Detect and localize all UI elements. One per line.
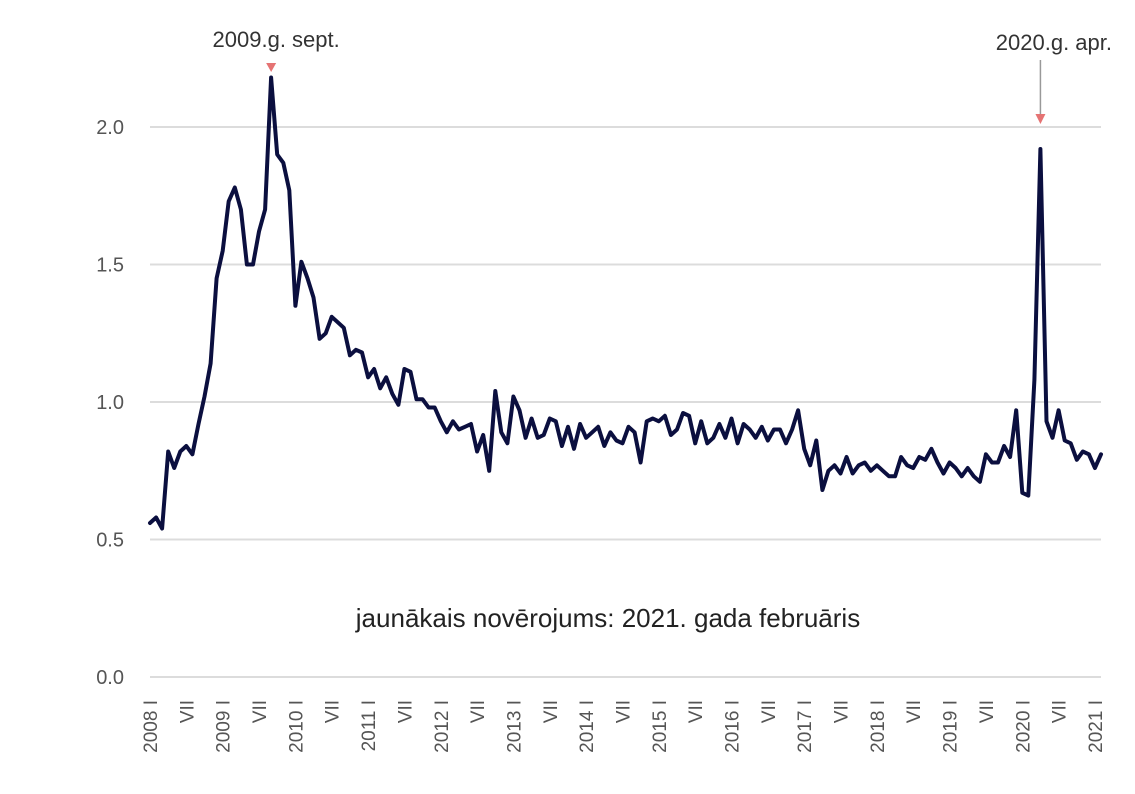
annotation-arrow — [1035, 114, 1046, 124]
x-tick-label: 2008 I — [141, 700, 162, 753]
x-tick-label: 2010 I — [286, 700, 307, 753]
series-layer — [148, 75, 1103, 531]
annotations: 2009.g. sept. 2020.g. apr. — [213, 27, 1112, 124]
x-tick-label: 2012 I — [432, 700, 453, 753]
grid-lines — [150, 126, 1101, 678]
x-tick-label: 2017 I — [795, 700, 816, 753]
x-tick-label: VII — [1050, 700, 1071, 723]
x-tick-label: VII — [468, 700, 489, 723]
x-axis-ticks: 2008 I VII 2009 I VII 2010 I VII 2011 I VII 2012… — [141, 700, 1107, 753]
y-tick-label: 0.0 — [96, 667, 124, 689]
x-tick-label: 2013 I — [504, 700, 525, 753]
x-tick-label: VII — [904, 700, 925, 723]
x-tick-label: 2020 I — [1013, 700, 1034, 753]
x-tick-label: VII — [977, 700, 998, 723]
x-tick-label: 2011 I — [359, 700, 380, 751]
x-tick-label: 2015 I — [650, 700, 671, 753]
annotation-arrow — [266, 63, 277, 72]
x-tick-label: VII — [541, 700, 562, 723]
x-tick-label: VII — [613, 700, 634, 723]
y-tick-label: 1.5 — [96, 255, 124, 277]
x-tick-label: 2009 I — [214, 700, 235, 753]
series-line — [148, 75, 1103, 531]
x-tick-label: 2019 I — [941, 700, 962, 753]
x-tick-label: VII — [832, 700, 853, 723]
x-tick-label: VII — [395, 700, 416, 723]
x-tick-label: VII — [323, 700, 344, 723]
x-tick-label: 2016 I — [723, 700, 744, 753]
x-tick-label: 2021 I — [1086, 700, 1107, 753]
y-tick-label: 2.0 — [96, 117, 124, 139]
y-tick-label: 1.0 — [96, 392, 124, 414]
y-axis-ticks: 0.0 0.5 1.0 1.5 2.0 — [96, 117, 124, 689]
x-tick-label: VII — [686, 700, 707, 723]
latest-observation-note: jaunākais novērojums: 2021. gada februār… — [355, 603, 860, 633]
x-tick-label: VII — [759, 700, 780, 723]
x-tick-label: 2014 I — [577, 700, 598, 753]
y-tick-label: 0.5 — [96, 530, 124, 552]
annotation-label: 2020.g. apr. — [996, 30, 1112, 55]
annotation-label: 2009.g. sept. — [213, 27, 340, 52]
x-tick-label: VII — [177, 700, 198, 723]
x-tick-label: 2018 I — [868, 700, 889, 753]
x-tick-label: VII — [250, 700, 271, 723]
